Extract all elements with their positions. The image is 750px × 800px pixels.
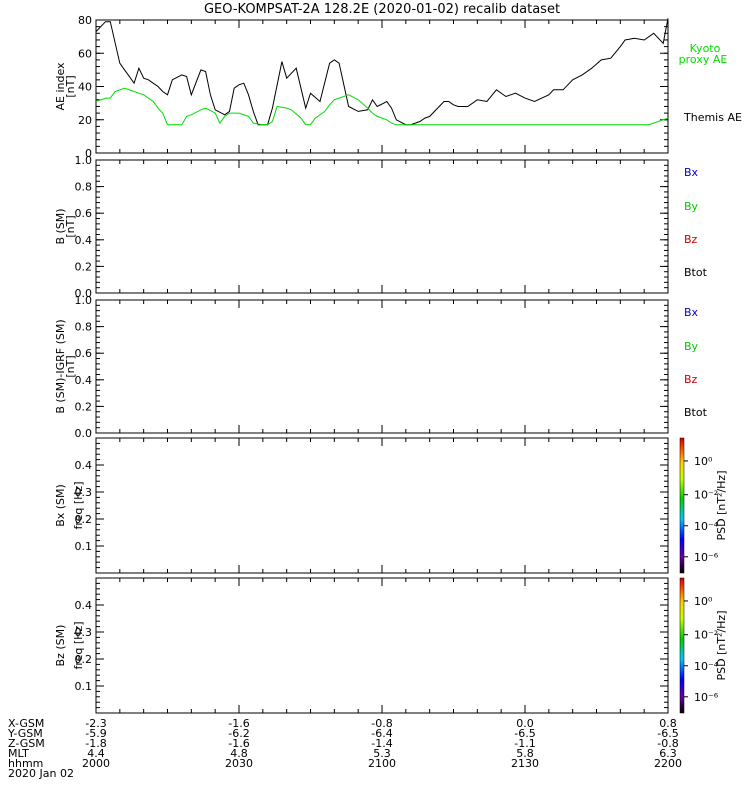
- y-tick-label: 1.0: [75, 154, 93, 167]
- y-tick-label: 0.0: [75, 287, 93, 300]
- legend-themis-ae: Themis AE: [683, 111, 742, 124]
- x-axis-tick-value: 6.3: [659, 747, 677, 760]
- x-axis-tick-value: 0.0: [516, 717, 534, 730]
- legend-bx: Bx: [684, 166, 699, 179]
- legend-bz: Bz: [684, 233, 698, 246]
- legend-btot: Btot: [684, 406, 708, 419]
- y-axis-label: freq [Hz]: [72, 621, 85, 669]
- x-axis-tick-value: -1.1: [514, 737, 535, 750]
- colorbar-tick-label: 10⁻⁴: [694, 660, 719, 673]
- x-axis-tick-value: 2200: [654, 757, 682, 770]
- colorbar: [679, 577, 685, 714]
- y-tick-label: 0.2: [75, 513, 93, 526]
- x-axis-row-label: X-GSM: [8, 717, 44, 730]
- y-tick-label: 0.3: [75, 626, 93, 639]
- x-axis-tick-value: -1.6: [228, 717, 249, 730]
- colorbar-tick-label: 10⁻²: [694, 629, 718, 642]
- colorbar-tick-label: 10⁰: [694, 455, 713, 468]
- x-axis-tick-value: -0.8: [371, 717, 392, 730]
- y-tick-label: 0.1: [75, 540, 93, 553]
- x-axis-row-label: 2020 Jan 02: [8, 767, 74, 780]
- x-axis-tick-value: 2100: [368, 757, 396, 770]
- legend-kyoto: Kyoto: [690, 42, 721, 55]
- x-axis-tick-value: -0.8: [657, 737, 678, 750]
- x-axis-tick-value: -6.5: [657, 727, 678, 740]
- y-axis-label: Bz (SM): [54, 625, 67, 667]
- x-axis-tick-value: 5.3: [373, 747, 391, 760]
- x-axis-tick-value: 2030: [225, 757, 253, 770]
- x-axis-tick-value: -1.8: [85, 737, 106, 750]
- x-axis-tick-value: -6.5: [514, 727, 535, 740]
- legend-bz: Bz: [684, 373, 698, 386]
- panel-frame: [95, 577, 669, 714]
- y-tick-label: 0.2: [75, 653, 93, 666]
- y-tick-label: 0.0: [75, 427, 93, 440]
- x-axis-tick-value: 0.8: [659, 717, 677, 730]
- y-axis-label: freq [Hz]: [72, 481, 85, 529]
- y-tick-label: 60: [78, 47, 92, 60]
- colorbar: [679, 437, 685, 574]
- series-line-kyoto-proxy-ae: [95, 87, 669, 126]
- x-axis-row-label: MLT: [8, 747, 29, 760]
- x-axis-tick-value: 4.8: [230, 747, 248, 760]
- legend-by: By: [684, 340, 699, 353]
- colorbar-tick-label: 10⁻⁶: [694, 551, 719, 564]
- y-tick-label: 0.4: [75, 599, 93, 612]
- x-axis-tick-value: -1.6: [228, 737, 249, 750]
- x-axis-row-label: Z-GSM: [8, 737, 45, 750]
- y-tick-label: 0.4: [75, 374, 93, 387]
- x-axis-tick-value: 4.4: [87, 747, 105, 760]
- panel-frame: [95, 299, 669, 434]
- y-axis-label: Bx (SM): [54, 484, 67, 527]
- chart-title: GEO-KOMPSAT-2A 128.2E (2020-01-02) recal…: [203, 2, 561, 17]
- colorbar-tick-label: 10⁻⁶: [694, 691, 719, 704]
- x-axis-tick-value: 5.8: [516, 747, 534, 760]
- series-line-themis-ae: [95, 18, 669, 126]
- x-axis-tick-value: -6.2: [228, 727, 249, 740]
- y-axis-label: B (SM): [54, 208, 67, 244]
- x-axis-tick-value: 2000: [82, 757, 110, 770]
- y-tick-label: 0.4: [75, 459, 93, 472]
- y-tick-label: 0: [85, 147, 92, 160]
- panel-frame: [95, 19, 669, 154]
- y-tick-label: 0.4: [75, 234, 93, 247]
- legend-bx: Bx: [684, 306, 699, 319]
- y-tick-label: 0.1: [75, 680, 93, 693]
- x-axis-tick-value: -6.4: [371, 727, 392, 740]
- y-tick-label: 0.2: [75, 400, 93, 413]
- legend-proxy-ae: proxy AE: [679, 53, 728, 66]
- x-axis-tick-value: -5.9: [85, 727, 106, 740]
- panel-frame: [95, 437, 669, 574]
- x-axis-tick-value: -1.4: [371, 737, 392, 750]
- y-axis-label: [nT]: [64, 355, 77, 377]
- y-tick-label: 20: [78, 114, 92, 127]
- legend-by: By: [684, 200, 699, 213]
- y-tick-label: 1.0: [75, 294, 93, 307]
- y-axis-label: [nT]: [64, 75, 77, 97]
- colorbar-tick-label: 10⁻⁴: [694, 520, 719, 533]
- x-axis-tick-value: 2130: [511, 757, 539, 770]
- y-axis-label: B (SM)-IGRF (SM): [54, 319, 67, 413]
- y-tick-label: 80: [78, 14, 92, 27]
- panel-frame: [95, 159, 669, 294]
- y-tick-label: 0.2: [75, 260, 93, 273]
- y-axis-label: [nT]: [64, 215, 77, 237]
- x-axis-row-label: hhmm: [8, 757, 43, 770]
- y-tick-label: 0.6: [75, 347, 93, 360]
- x-axis-tick-value: -2.3: [85, 717, 106, 730]
- y-tick-label: 0.8: [75, 321, 93, 334]
- y-axis-label: AE index: [54, 62, 67, 111]
- y-tick-label: 0.3: [75, 486, 93, 499]
- colorbar-tick-label: 10⁻²: [694, 489, 718, 502]
- y-tick-label: 0.8: [75, 181, 93, 194]
- colorbar-tick-label: 10⁰: [694, 595, 713, 608]
- y-tick-label: 0.6: [75, 207, 93, 220]
- colorbar-label: PSD [nT²/Hz]: [715, 470, 728, 540]
- x-axis-row-label: Y-GSM: [7, 727, 43, 740]
- y-tick-label: 40: [78, 81, 92, 94]
- legend-btot: Btot: [684, 266, 708, 279]
- colorbar-label: PSD [nT²/Hz]: [715, 610, 728, 680]
